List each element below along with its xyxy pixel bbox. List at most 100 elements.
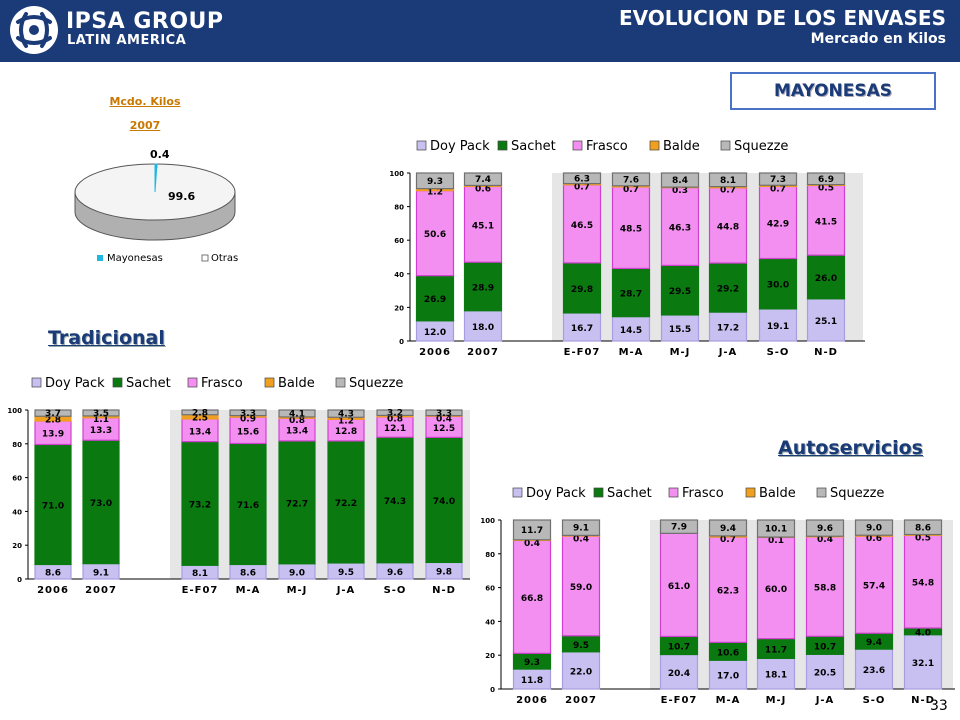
data-label-doy-pack: 18.0 xyxy=(472,323,494,333)
data-label-squezze: 7.4 xyxy=(475,175,491,185)
legend-label-doy-pack: Doy Pack xyxy=(45,376,105,391)
x-tick-label: N-D xyxy=(432,585,456,596)
bar-sachet xyxy=(376,436,414,564)
x-tick-label: E-F07 xyxy=(182,585,219,596)
x-tick-label: 2007 xyxy=(467,347,499,358)
x-tick-label: M-J xyxy=(766,695,787,706)
y-tick-label: 60 xyxy=(12,475,22,483)
data-label-frasco: 46.3 xyxy=(669,224,691,234)
bar-squezze xyxy=(660,172,700,188)
data-label-frasco: 50.6 xyxy=(424,230,446,240)
data-label-doy-pack: 16.7 xyxy=(571,324,593,334)
x-tick-label: 2006 xyxy=(37,585,69,596)
data-label-balde: 0.7 xyxy=(770,184,786,194)
data-label-frasco: 66.8 xyxy=(521,594,543,604)
data-label-sachet: 29.2 xyxy=(717,285,739,295)
bar-doy-pack xyxy=(611,316,651,342)
data-label-sachet: 9.3 xyxy=(524,658,540,668)
legend-label-otras: Otras xyxy=(211,253,238,264)
x-tick-label: N-D xyxy=(911,695,935,706)
bar-sachet xyxy=(562,262,602,314)
data-label-frasco: 61.0 xyxy=(668,582,690,592)
data-label-doy-pack: 15.5 xyxy=(669,325,691,335)
data-label-squezze: 3.7 xyxy=(45,409,61,419)
data-label-balde: 0.4 xyxy=(436,415,452,425)
data-label-doy-pack: 14.5 xyxy=(620,326,642,336)
data-label-balde: 0.9 xyxy=(240,415,256,425)
data-label-sachet: 26.0 xyxy=(815,274,837,284)
data-label-squezze: 3.5 xyxy=(93,409,109,419)
header-bar: IPSA GROUP LATIN AMERICA EVOLUCION DE LO… xyxy=(0,0,960,62)
data-label-doy-pack: 11.8 xyxy=(521,676,543,686)
data-label-doy-pack: 9.0 xyxy=(289,568,305,578)
data-label-squezze: 9.1 xyxy=(573,524,589,534)
bar-frasco xyxy=(854,535,894,634)
data-label-balde: 0.7 xyxy=(623,185,639,195)
plot-shade xyxy=(170,410,470,579)
bar-squezze xyxy=(561,519,601,536)
x-tick-label: M-A xyxy=(236,585,261,596)
pie-year: 2007 xyxy=(129,119,161,132)
bar-doy-pack xyxy=(463,310,503,342)
y-tick-label: 60 xyxy=(394,237,404,245)
data-label-sachet: 28.9 xyxy=(472,283,494,293)
legend-swatch-doy-pack xyxy=(31,377,42,388)
legend-label-balde: Balde xyxy=(759,486,796,501)
data-label-squezze: 8.4 xyxy=(672,176,688,186)
data-label-sachet: 74.3 xyxy=(384,497,406,507)
y-tick-label: 100 xyxy=(7,407,22,415)
legend-label-squezze: Squezze xyxy=(734,139,788,154)
data-label-frasco: 58.8 xyxy=(814,584,836,594)
bar-doy-pack xyxy=(756,657,796,690)
data-label-sachet: 71.6 xyxy=(237,501,259,511)
y-tick-label: 60 xyxy=(485,585,495,593)
data-label-sachet: 30.0 xyxy=(767,281,789,291)
bar-frasco xyxy=(805,536,845,637)
data-label-sachet: 28.7 xyxy=(620,290,642,300)
data-label-doy-pack: 8.1 xyxy=(192,569,208,579)
data-label-frasco: 13.3 xyxy=(90,426,112,436)
section-autoservicios: Autoservicios xyxy=(778,437,923,459)
data-label-frasco: 42.9 xyxy=(767,219,789,229)
bar-squezze xyxy=(181,409,219,416)
legend-label-frasco: Frasco xyxy=(201,376,243,391)
data-label-balde: 0.4 xyxy=(573,534,589,544)
data-label-squezze: 8.1 xyxy=(720,176,736,186)
data-label-doy-pack: 20.4 xyxy=(668,669,690,679)
data-label-frasco: 46.5 xyxy=(571,221,593,231)
bar-squezze xyxy=(611,172,651,187)
data-label-frasco: 13.4 xyxy=(189,427,211,437)
legend-label-balde: Balde xyxy=(278,376,315,391)
data-label-frasco: 44.8 xyxy=(717,222,739,232)
data-label-doy-pack: 23.6 xyxy=(863,666,885,676)
legend-swatch-squezze xyxy=(720,140,731,151)
data-label-sachet: 72.7 xyxy=(286,499,308,509)
bar-frasco xyxy=(229,416,267,445)
data-label-doy-pack: 17.0 xyxy=(717,672,739,682)
data-label-sachet: 11.7 xyxy=(765,646,787,656)
data-label-balde: 0.4 xyxy=(524,539,540,549)
data-label-squezze: 10.1 xyxy=(765,525,787,535)
y-tick-label: 100 xyxy=(389,170,404,178)
bar-sachet xyxy=(415,275,455,322)
data-label-frasco: 62.3 xyxy=(717,587,739,597)
data-label-balde: 0.5 xyxy=(818,184,834,194)
bar-squezze xyxy=(327,409,365,418)
bar-squezze xyxy=(659,519,699,534)
bar-frasco xyxy=(756,536,796,640)
y-tick-label: 0 xyxy=(399,338,404,346)
data-label-frasco: 13.4 xyxy=(286,427,308,437)
bar-squezze xyxy=(708,519,748,537)
x-tick-label: 2006 xyxy=(516,695,548,706)
data-label-squezze: 9.6 xyxy=(817,524,833,534)
bar-sachet xyxy=(463,261,503,312)
bar-frasco xyxy=(806,184,846,256)
bar-frasco xyxy=(708,536,748,643)
y-tick-label: 40 xyxy=(12,508,22,516)
y-tick-label: 20 xyxy=(12,542,22,550)
bar-doy-pack xyxy=(561,651,601,690)
data-label-doy-pack: 17.2 xyxy=(717,324,739,334)
data-label-sachet: 74.0 xyxy=(433,497,455,507)
y-tick-label: 100 xyxy=(480,517,495,525)
bar-squezze xyxy=(903,519,943,536)
